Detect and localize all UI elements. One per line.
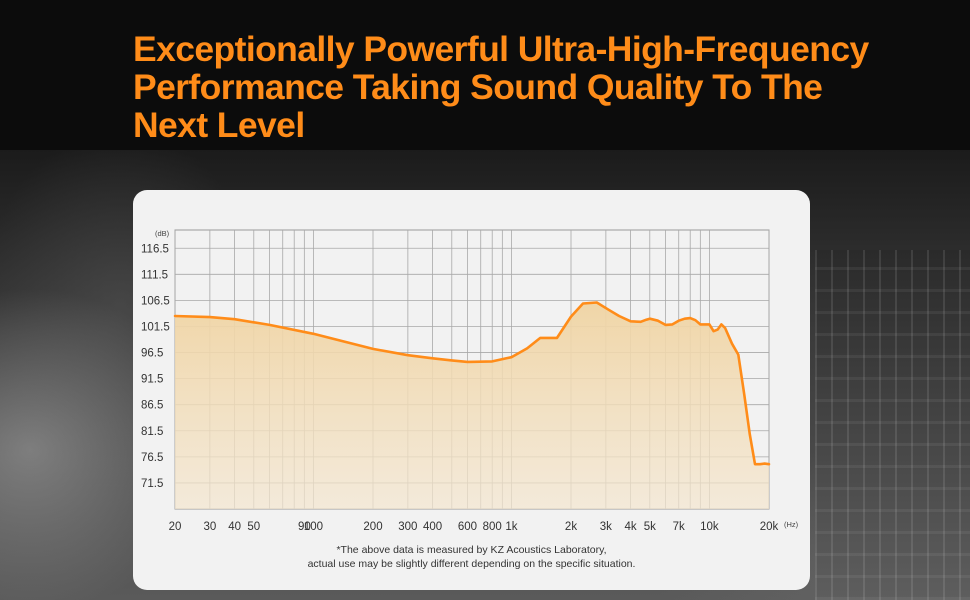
x-tick-label: 600 <box>458 521 477 533</box>
y-tick-label: 71.5 <box>141 478 163 490</box>
frequency-response-chart: 116.5 111.5 106.5 101.5 96.5 91.5 86.5 81.5 76.5… <box>141 229 799 533</box>
x-tick-label: 40 <box>228 521 241 533</box>
x-tick-label: 20 <box>169 521 182 533</box>
footnote-line-2: actual use may be slightly different dep… <box>307 558 636 570</box>
x-tick-label: 200 <box>363 521 382 533</box>
x-tick-label: 90 <box>298 521 311 533</box>
headline-line-3: Next Level <box>133 105 305 145</box>
footnote-line-1: *The above data is measured by KZ Acoust… <box>336 544 607 556</box>
x-tick-label: 4k <box>625 521 637 533</box>
x-tick-label: 50 <box>247 521 260 533</box>
headline: Exceptionally Powerful Ultra-High-Freque… <box>133 30 943 144</box>
x-tick-label: 1k <box>505 521 517 533</box>
y-tick-label: 86.5 <box>141 400 163 412</box>
frequency-response-card: 116.5 111.5 106.5 101.5 96.5 91.5 86.5 81.5 76.5… <box>133 190 810 590</box>
y-unit-label: (dB) <box>155 229 170 238</box>
measurement-footnote: *The above data is measured by KZ Acoust… <box>133 543 810 571</box>
x-tick-label: 2k <box>565 521 577 533</box>
x-tick-label: 3k <box>600 521 612 533</box>
y-tick-label: 116.5 <box>141 243 169 255</box>
y-tick-label: 101.5 <box>141 321 170 333</box>
x-tick-label: 300 <box>398 521 417 533</box>
x-tick-label: 20k <box>760 521 779 533</box>
x-tick-label: 400 <box>423 521 442 533</box>
x-unit-label: (Hz) <box>784 520 799 529</box>
y-tick-label: 76.5 <box>141 452 163 464</box>
x-tick-label: 10k <box>700 521 719 533</box>
x-tick-label: 7k <box>673 521 685 533</box>
mixing-console-image <box>815 250 970 600</box>
x-tick-label: 100 <box>304 521 323 533</box>
headline-line-2: Performance Taking Sound Quality To The <box>133 67 823 107</box>
x-tick-label: 5k <box>644 521 656 533</box>
x-tick-label: 30 <box>203 521 216 533</box>
y-tick-label: 91.5 <box>141 374 163 386</box>
y-tick-label: 106.5 <box>141 295 170 307</box>
headline-line-1: Exceptionally Powerful Ultra-High-Freque… <box>133 29 869 69</box>
y-tick-label: 111.5 <box>141 269 168 281</box>
frequency-response-line <box>173 301 771 466</box>
y-tick-label: 96.5 <box>141 348 163 360</box>
frequency-response-area <box>175 302 769 509</box>
y-tick-label: 81.5 <box>141 426 163 438</box>
x-tick-label: 800 <box>483 521 502 533</box>
